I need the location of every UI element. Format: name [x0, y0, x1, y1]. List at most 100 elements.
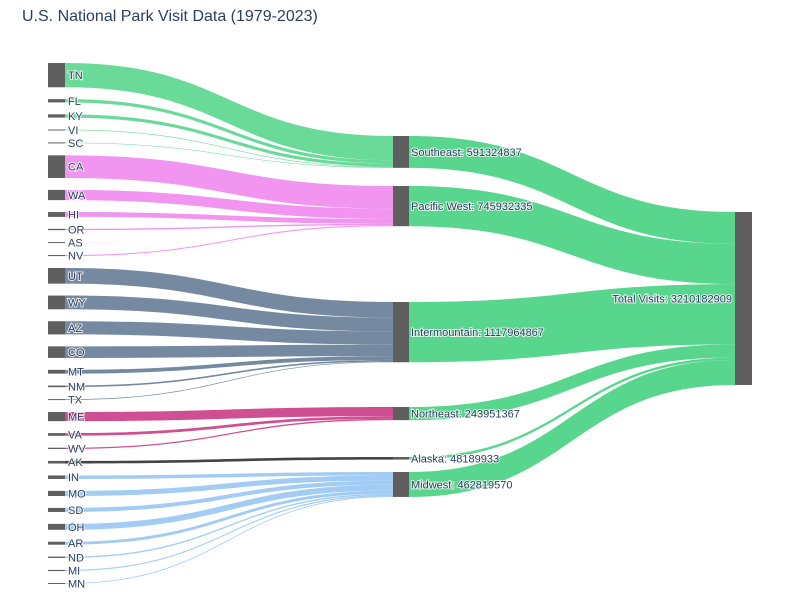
node-mt[interactable]: [48, 369, 65, 374]
node-label-in: IN: [68, 472, 79, 484]
link-ak-alaska[interactable]: [65, 457, 393, 464]
node-label-intermountain: Intermountain: 1117964867: [411, 327, 544, 339]
node-ca[interactable]: [48, 155, 65, 178]
node-oh[interactable]: [48, 523, 65, 530]
link-fl-southeast[interactable]: [65, 99, 393, 164]
link-ky-southeast[interactable]: [65, 114, 393, 167]
link-vi-southeast[interactable]: [65, 129, 393, 168]
node-mn[interactable]: [48, 583, 65, 584]
node-or[interactable]: [48, 228, 65, 231]
link-sd-midwest[interactable]: [65, 480, 393, 512]
node-ak[interactable]: [48, 460, 65, 464]
link-va-northeast[interactable]: [65, 416, 393, 436]
node-wv[interactable]: [48, 447, 65, 450]
link-tx-intermountain[interactable]: [65, 361, 393, 400]
link-mo-midwest[interactable]: [65, 475, 393, 496]
node-label-oh: OH: [68, 522, 85, 534]
node-co[interactable]: [48, 346, 65, 358]
node-southeast[interactable]: [393, 136, 409, 168]
link-sc-southeast[interactable]: [65, 142, 393, 168]
node-ar[interactable]: [48, 541, 65, 545]
node-hi[interactable]: [48, 212, 65, 217]
node-label-ak: AK: [68, 457, 83, 469]
link-as-pacific-west[interactable]: [65, 225, 393, 243]
link-mt-intermountain[interactable]: [65, 356, 393, 374]
link-ar-midwest[interactable]: [65, 490, 393, 545]
node-label-wa: WA: [68, 190, 86, 202]
node-sc[interactable]: [48, 142, 65, 144]
node-label-sc: SC: [68, 138, 83, 150]
link-wy-intermountain[interactable]: [65, 295, 393, 332]
link-ut-intermountain[interactable]: [65, 268, 393, 318]
node-az[interactable]: [48, 321, 65, 335]
node-sd[interactable]: [48, 507, 65, 512]
link-or-pacific-west[interactable]: [65, 223, 393, 231]
node-label-total-visits: Total Visits: 3210182909: [612, 294, 732, 306]
node-tx[interactable]: [48, 399, 65, 401]
node-va[interactable]: [48, 433, 65, 436]
node-as[interactable]: [48, 242, 65, 244]
link-tn-southeast[interactable]: [65, 63, 393, 161]
link-intermountain-total[interactable]: [409, 284, 735, 363]
node-label-tn: TN: [68, 70, 83, 82]
node-label-nd: ND: [68, 552, 84, 564]
node-mo[interactable]: [48, 490, 65, 496]
node-label-northeast: Northeast: 243951367: [411, 409, 520, 421]
link-nv-pacific-west[interactable]: [65, 225, 393, 257]
node-label-pacific-west: Pacific West: 745932335: [411, 201, 532, 213]
link-in-midwest[interactable]: [65, 472, 393, 479]
node-intermountain[interactable]: [393, 302, 409, 363]
node-nv[interactable]: [48, 255, 65, 257]
node-ky[interactable]: [48, 114, 65, 118]
node-me[interactable]: [48, 412, 65, 422]
node-label-mt: MT: [68, 367, 84, 379]
node-wy[interactable]: [48, 295, 65, 310]
node-northeast[interactable]: [393, 407, 409, 421]
node-tn[interactable]: [48, 63, 65, 88]
link-mi-midwest[interactable]: [65, 494, 393, 572]
node-ut[interactable]: [48, 268, 65, 284]
node-total-visits[interactable]: [735, 212, 752, 385]
node-mi[interactable]: [48, 569, 65, 572]
link-ca-pacific-west[interactable]: [65, 155, 393, 209]
node-label-nm: NM: [68, 381, 85, 393]
node-label-tx: TX: [68, 395, 83, 407]
node-in[interactable]: [48, 475, 65, 479]
node-label-wv: WV: [68, 443, 86, 455]
node-vi[interactable]: [48, 129, 65, 131]
node-label-co: CO: [68, 347, 85, 359]
link-nd-midwest[interactable]: [65, 493, 393, 558]
link-alaska-total[interactable]: [409, 357, 735, 460]
node-nm[interactable]: [48, 385, 65, 388]
node-midwest[interactable]: [393, 472, 409, 497]
node-label-ar: AR: [68, 538, 83, 550]
node-label-vi: VI: [68, 125, 78, 137]
link-hi-pacific-west[interactable]: [65, 212, 393, 224]
link-az-intermountain[interactable]: [65, 321, 393, 345]
link-me-northeast[interactable]: [65, 407, 393, 422]
link-co-intermountain[interactable]: [65, 344, 393, 358]
link-northeast-total[interactable]: [409, 344, 735, 421]
node-label-ut: UT: [68, 271, 83, 283]
node-label-sd: SD: [68, 505, 83, 517]
link-wv-northeast[interactable]: [65, 418, 393, 450]
node-label-midwest: Midwest: 462819570: [411, 479, 513, 491]
node-fl[interactable]: [48, 99, 65, 103]
link-nm-intermountain[interactable]: [65, 359, 393, 388]
node-label-ca: CA: [68, 162, 84, 174]
link-oh-midwest[interactable]: [65, 484, 393, 530]
node-label-mi: MI: [68, 565, 80, 577]
node-label-az: AZ: [68, 323, 82, 335]
link-pacific-west-total[interactable]: [409, 186, 735, 285]
node-pacific-west[interactable]: [393, 186, 409, 227]
link-southeast-total[interactable]: [409, 136, 735, 244]
node-alaska[interactable]: [393, 457, 409, 460]
link-midwest-total[interactable]: [409, 360, 735, 497]
node-label-fl: FL: [68, 96, 81, 108]
node-wa[interactable]: [48, 189, 65, 201]
node-label-mo: MO: [68, 488, 86, 500]
link-wa-pacific-west[interactable]: [65, 189, 393, 219]
node-nd[interactable]: [48, 556, 65, 558]
link-mn-midwest[interactable]: [65, 496, 393, 584]
